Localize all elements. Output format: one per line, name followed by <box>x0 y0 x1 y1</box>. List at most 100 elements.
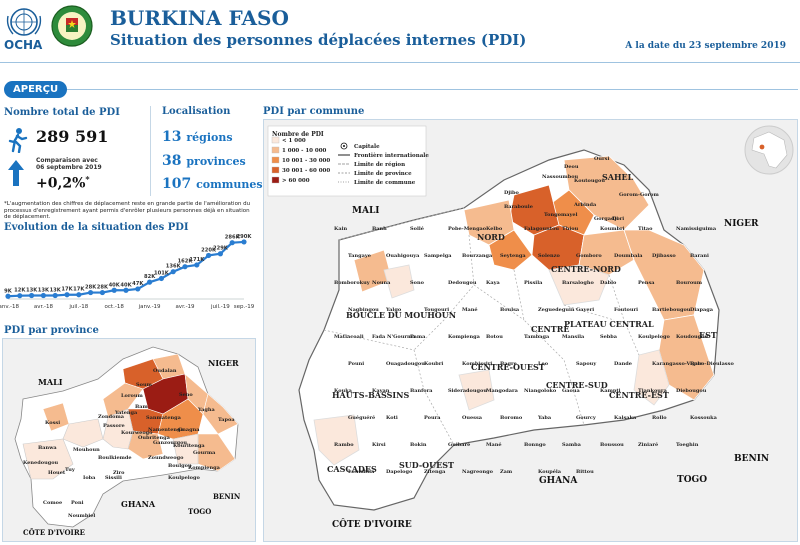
commune-legend: Nombre de PDI < 1 000 1 000 - 10 000 10 00… <box>267 125 429 197</box>
commune-label: Kelbo <box>486 226 503 232</box>
commune-map-title: PDI par commune <box>263 106 365 117</box>
region-label: CENTRE-EST <box>609 390 669 400</box>
data-point <box>64 292 70 298</box>
commune-label: Sideradougou <box>448 388 487 394</box>
data-label: 40K <box>109 282 121 288</box>
data-label: 13K <box>26 287 38 293</box>
tick-label: avr.-19 <box>175 304 195 310</box>
commune-label: Banfora <box>410 388 433 394</box>
legend-symbol-label: Limite de région <box>354 161 405 168</box>
commune-label: Ouahigouya <box>386 253 420 259</box>
commune-label: Loumbila <box>348 469 375 475</box>
data-label: 13K <box>50 287 62 293</box>
data-point <box>123 287 129 293</box>
report-date: A la date du 23 septembre 2019 <box>625 41 786 51</box>
country-label: NIGER <box>724 219 759 229</box>
country-ghana: GHANA <box>121 499 156 509</box>
commune-label: Gorgadji <box>594 216 618 222</box>
commune-label: Djibo <box>504 190 520 196</box>
data-label: 229K <box>213 246 229 252</box>
commune-label: Kompienga <box>448 334 481 340</box>
commune-label: Gaoua <box>562 388 580 394</box>
commune-label: Kirsi <box>372 442 386 448</box>
commune-label: Bourzanga <box>462 253 493 259</box>
province-label: Ganzourgou <box>153 440 187 446</box>
region-label: BOUCLE DU MOUHOUN <box>346 310 456 320</box>
commune-label: Djibasso <box>652 253 676 259</box>
data-point <box>52 292 58 299</box>
data-label: 17K <box>73 287 85 293</box>
province-label: Soum <box>136 382 153 388</box>
commune-label: Kouka <box>334 388 353 394</box>
commune-label: Kombissiri <box>462 361 492 367</box>
country-niger: NIGER <box>208 358 239 368</box>
province-label: Oudalan <box>153 368 177 374</box>
page-title: BURKINA FASO <box>110 6 289 30</box>
commune-label: Foutouri <box>614 307 638 313</box>
un-emblem-icon <box>4 6 44 54</box>
commune-label: Nagbingou <box>348 307 379 313</box>
data-label: 9K <box>4 288 13 294</box>
commune-label: Kampti <box>600 388 621 394</box>
region-label: SUD-OUEST <box>399 460 454 470</box>
province-label: Houet <box>48 470 66 476</box>
region-label: NORD <box>477 232 505 242</box>
commune-label: Banh <box>372 226 387 232</box>
org-name: OCHA <box>4 38 43 52</box>
commune-label: Ziniaré <box>638 441 658 448</box>
data-point <box>206 252 212 259</box>
legend-class-label: 10 001 - 30 000 <box>282 158 330 164</box>
regions-word: régions <box>186 131 233 144</box>
commune-label: Sono <box>410 280 425 286</box>
commune-label: Gorom-Gorom <box>619 192 660 198</box>
data-label: 220K <box>201 247 217 253</box>
localisation-label: Localisation <box>162 106 231 117</box>
commune-label: Bagre <box>500 361 517 367</box>
legend-symbol-label: Frontière internationale <box>354 152 429 159</box>
commune-label: Guibaré <box>448 441 470 448</box>
data-point <box>88 289 94 296</box>
commune-label: Diebougou <box>676 388 707 394</box>
commune-label: Tougouri <box>424 307 449 313</box>
commune-label: Gayeri <box>576 307 594 313</box>
data-point <box>40 292 47 299</box>
commune-label: Mansila <box>562 334 585 340</box>
province-label: Gourma <box>193 450 216 456</box>
commune-label: Pama <box>410 334 426 340</box>
country-benin: BENIN <box>213 492 241 501</box>
provinces-word: provinces <box>186 155 246 168</box>
commune-label: Koudougou <box>676 334 709 340</box>
data-label: 12K <box>14 288 26 294</box>
country-togo: TOGO <box>188 507 211 516</box>
communes-number: 107 <box>162 176 192 192</box>
data-label: 28K <box>97 285 109 291</box>
footnote-text: *L'augmentation des chiffres de déplacem… <box>4 201 251 220</box>
commune-label: Falagountou <box>524 226 559 232</box>
region-label: EST <box>699 330 717 340</box>
region-label: CENTRE <box>531 324 569 334</box>
africa-locator-icon <box>744 125 794 175</box>
burkina-seal-icon <box>50 4 94 48</box>
data-point <box>135 286 141 292</box>
data-point <box>147 279 153 285</box>
commune-label: Sampelga <box>424 253 452 259</box>
footnote-mark: * <box>85 174 90 184</box>
tick-label: oct.-18 <box>105 304 125 310</box>
country-cote-divoire: CÔTE D'IVOIRE <box>23 528 85 537</box>
commune-label: Nouna <box>372 280 391 286</box>
province-label: Kompienga <box>188 465 221 471</box>
commune-label: Bobo-Dioulasso <box>690 361 734 367</box>
commune-label: Oursi <box>594 156 609 162</box>
data-point <box>217 251 223 257</box>
commune-label: Yaba <box>537 415 552 421</box>
commune-label: Karangasso-Vigue <box>652 361 703 367</box>
commune-label: Pensa <box>638 280 655 286</box>
commune-label: Sollé <box>410 225 424 232</box>
province-label: Zoundweogo <box>148 455 184 461</box>
province-label: Banwa <box>38 445 57 451</box>
legend-class-label: > 60 000 <box>282 178 310 184</box>
walking-person-icon <box>4 127 30 157</box>
apercu-badge: APERÇU <box>4 81 68 98</box>
province-label: Tuy <box>65 467 76 473</box>
commune-label: Matiacoali <box>334 334 364 340</box>
